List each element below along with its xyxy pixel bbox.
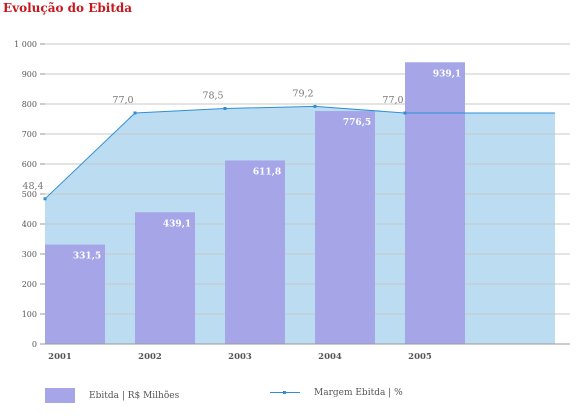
line-label-2001: 48,4 [22,181,43,192]
y-tick-label: 900 [22,70,37,79]
legend-swatch-ebitda [45,388,75,403]
line-label-2004: 79,2 [292,88,313,99]
legend-swatch-margem [270,388,300,398]
line-point-2001 [43,197,47,201]
legend-item-ebitda: Ebitda | R$ Milhões [45,388,179,403]
bar-label-2003: 611,8 [253,167,281,177]
bar-2004 [315,111,375,344]
bar-2002 [135,212,195,344]
bar-label-2005: 939,1 [433,69,461,79]
line-margem [44,105,555,200]
chart-plot: 0 100 200 300 400 500 600 700 800 900 1 000 331,5 43… [14,40,570,362]
x-tick-label: 2002 [138,352,162,362]
y-tick-label: 800 [22,100,37,109]
bar-2001 [45,244,105,344]
line-point-2003 [223,107,227,110]
x-tick-label: 2005 [408,352,432,362]
bar-2005 [405,62,465,345]
chart-legend: Ebitda | R$ Milhões Margem Ebitda | % [0,388,585,412]
y-tick-label: 400 [22,220,37,229]
legend-label-margem: Margem Ebitda | % [314,388,403,398]
y-tick-label: 200 [22,280,37,289]
y-tick-label: 1 000 [14,40,37,49]
bar-label-2002: 439,1 [163,219,191,229]
y-tick-label: 100 [22,310,37,319]
y-tick-label: 700 [22,130,37,139]
chart-title: Evolução do Ebitda [3,1,133,15]
y-tick-label: 0 [32,340,37,349]
legend-label-ebitda: Ebitda | R$ Milhões [89,390,180,401]
line-label-2002: 77,0 [112,95,133,106]
bar-label-2004: 776,5 [343,118,371,128]
line-point-2002 [133,111,137,115]
legend-item-margem: Margem Ebitda | % [270,388,403,398]
x-tick-label: 2003 [228,352,252,362]
line-point-2004 [313,104,317,108]
line-label-2003: 78,5 [202,91,223,102]
line-point-2005 [403,111,407,115]
y-tick-label: 300 [22,250,37,259]
y-tick-label: 500 [22,190,37,199]
x-tick-label: 2001 [48,352,72,362]
x-tick-label: 2004 [318,352,342,362]
area-margem-fill [45,106,555,345]
line-label-2005: 77,0 [382,95,403,106]
y-tick-label: 600 [22,160,37,169]
bar-label-2001: 331,5 [73,252,101,262]
bar-2003 [225,160,285,344]
